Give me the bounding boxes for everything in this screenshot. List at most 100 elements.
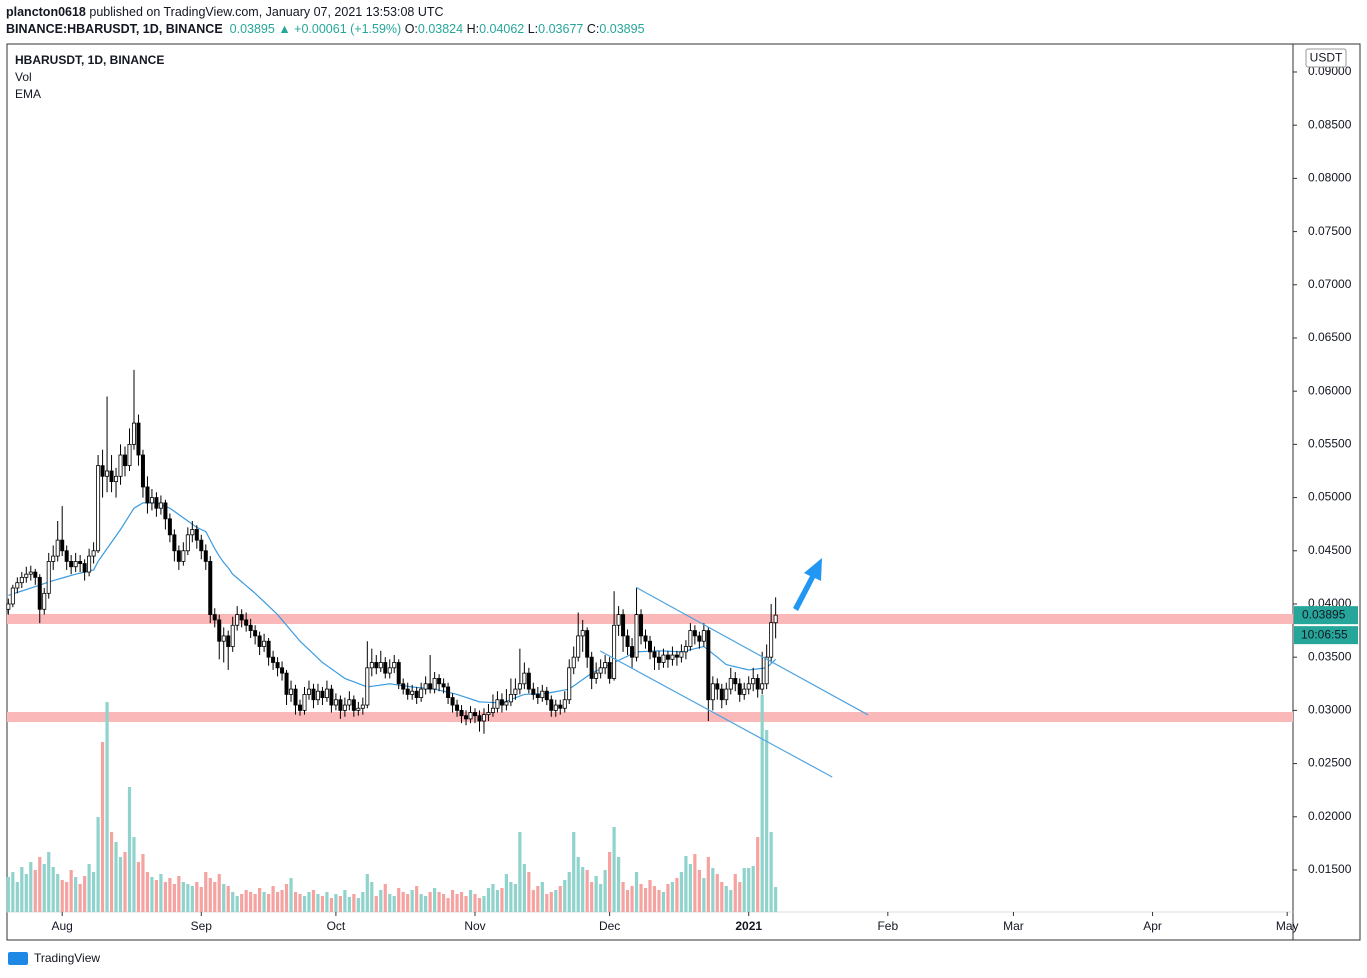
volume-bar [428,892,432,912]
volume-bar [486,888,491,912]
volume-bar [608,852,612,912]
candle-body [383,662,388,674]
candle-body [351,699,356,711]
candle-body [401,683,406,690]
volume-bar [60,880,64,912]
volume-bar [643,888,648,912]
volume-bar [105,702,109,912]
volume-bar [65,882,69,912]
volume-bar [109,832,114,912]
candle-body [549,699,554,711]
volume-bar [549,892,553,912]
volume-bar [491,884,495,912]
volume-bar [774,887,778,912]
volume-bar [509,882,513,912]
candle-body [60,539,65,552]
volume-layer [6,695,778,912]
last-price-label: 0.03895 [1302,607,1346,621]
volume-bar [576,857,580,912]
y-tick-label: 0.09000 [1308,64,1352,78]
candle-body [576,635,581,658]
candle-body [311,688,316,701]
volume-bar [724,886,728,912]
y-tick-label: 0.08000 [1308,171,1352,185]
volume-bar [634,872,639,912]
candle-body [553,704,558,711]
volume-bar [11,872,15,912]
volume-bar [190,886,194,912]
volume-bar [590,882,594,912]
volume-bar [29,862,33,912]
h-label: H: [466,22,480,36]
volume-bar [437,892,441,912]
candle-body [199,539,204,552]
candle-body [212,614,217,621]
chart-frame [6,43,1361,941]
volume-bar [738,882,742,912]
candle-body [558,704,563,709]
volume-bar [298,894,302,912]
volume-bar [666,884,670,912]
candle-body [513,688,518,695]
candle-body [468,712,473,720]
change: +0.00061 (+1.59%) [294,22,402,36]
x-tick-label: Nov [464,919,485,933]
volume-bar [612,827,616,912]
volume-bar [540,882,544,912]
candle-body [145,486,150,504]
unit-label: USDT [1310,51,1343,65]
volume-bar [249,892,253,912]
volume-bar [15,882,19,912]
volume-bar [334,894,338,912]
candle-body [347,699,352,706]
volume-bar [168,878,172,912]
y-tick-label: 0.07000 [1308,277,1352,291]
volume-bar [670,882,675,912]
candle-body [612,624,617,679]
candle-body [517,683,522,690]
candle-body [374,662,379,669]
candle-body [656,656,661,663]
candle-body [127,443,132,467]
x-tick-label: May [1276,919,1299,933]
volume-bar [639,884,643,912]
candle-body [320,690,325,699]
volume-bar [572,832,576,912]
x-tick-label: Sep [191,919,213,933]
candle-body [190,529,195,536]
candle-body [715,683,720,690]
candle-body [365,667,370,706]
candle-body [648,640,653,653]
candle-body [105,470,110,477]
volume-bar [599,884,603,912]
candle-body [567,667,572,701]
unit-box [1305,48,1347,68]
volume-bar [262,892,266,912]
candle-body [109,470,114,483]
candle-body [665,654,670,660]
candle-body [10,587,15,605]
volume-bar [621,882,625,912]
volume-bar [100,742,105,912]
candle-body [280,667,285,674]
x-tick-label: Apr [1143,919,1162,933]
volume-bar [118,857,123,912]
candle-body [248,624,253,631]
candle-body [423,683,428,690]
volume-bar [720,882,724,912]
candle-body [203,550,208,562]
candle-body [253,630,258,637]
volume-bar [253,894,257,912]
volume-bar [374,896,378,912]
candle-body [459,709,464,717]
candle-body [490,707,495,713]
candle-body [634,614,639,658]
candle-body [257,635,262,647]
volume-bar [464,896,468,912]
volume-bar [441,894,446,912]
volume-bar [675,878,679,912]
volume-bar [379,890,383,912]
volume-bar [56,874,60,912]
volume-bar [222,884,226,912]
